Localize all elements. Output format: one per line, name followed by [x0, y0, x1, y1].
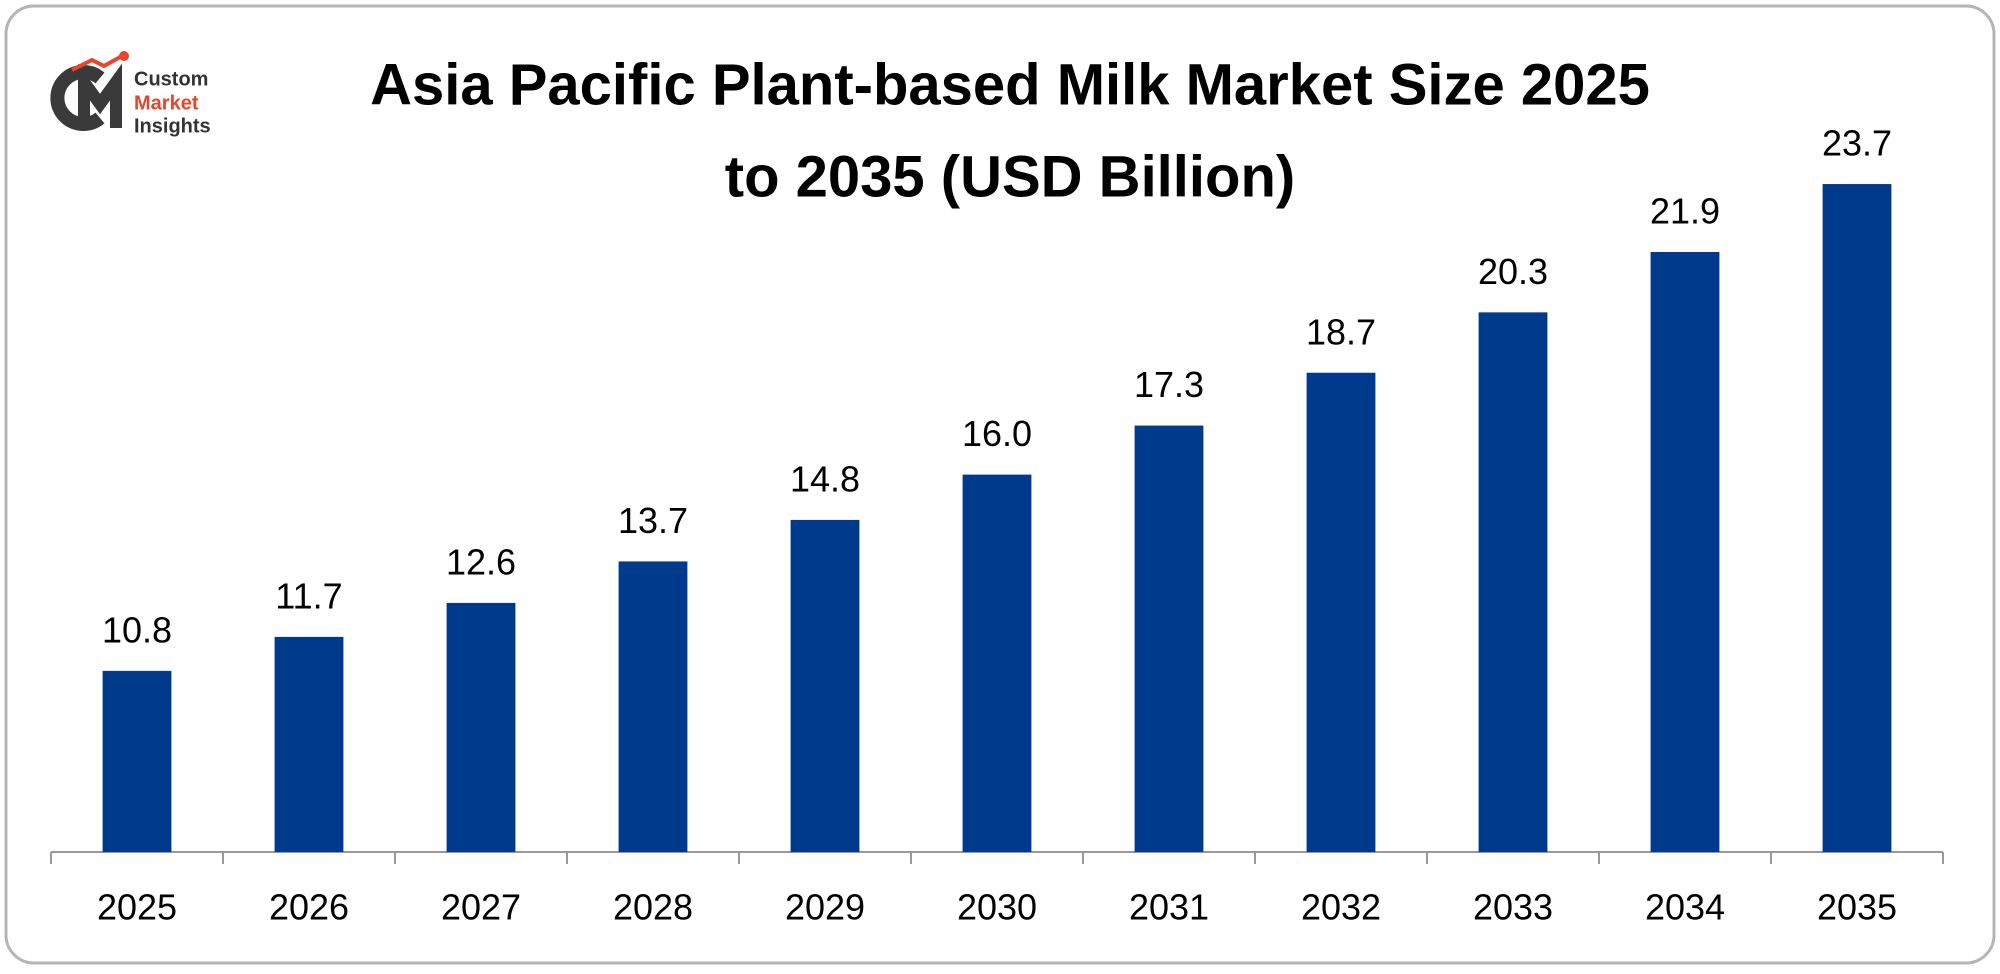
- x-tick-label: 2030: [957, 887, 1037, 928]
- bar: [1306, 372, 1376, 852]
- bar: [1478, 312, 1548, 852]
- bar: [102, 670, 172, 852]
- bar: [790, 519, 860, 852]
- bar: [1134, 425, 1204, 852]
- logo-swoosh: [71, 54, 123, 72]
- bar: [618, 561, 688, 852]
- chart-title: Asia Pacific Plant-based Milk Market Siz…: [370, 52, 1650, 117]
- value-label: 16.0: [962, 413, 1032, 454]
- bar: [1822, 184, 1892, 853]
- value-label: 10.8: [102, 609, 172, 650]
- value-label: 18.7: [1306, 311, 1376, 352]
- logo-dot: [119, 51, 129, 61]
- x-tick-label: 2029: [785, 887, 865, 928]
- x-tick-label: 2032: [1301, 887, 1381, 928]
- value-label: 11.7: [275, 575, 342, 616]
- x-tick-label: 2027: [441, 887, 521, 928]
- bar: [446, 602, 516, 852]
- bar: [1650, 251, 1720, 853]
- x-tick-label: 2033: [1473, 887, 1553, 928]
- x-tick-label: 2035: [1817, 887, 1897, 928]
- logo-m: [78, 63, 122, 128]
- bar: [274, 636, 344, 852]
- value-label: 23.7: [1822, 123, 1892, 164]
- value-label: 14.8: [790, 458, 860, 499]
- bar: [962, 474, 1032, 852]
- value-label: 17.3: [1134, 364, 1204, 405]
- logo-text: Insights: [134, 115, 211, 137]
- x-tick-label: 2031: [1129, 887, 1209, 928]
- logo: Custom Market Insights: [50, 51, 211, 137]
- logo-text: Custom: [134, 68, 208, 90]
- x-tick-label: 2026: [269, 887, 349, 928]
- value-label: 13.7: [618, 500, 688, 541]
- value-label: 20.3: [1478, 251, 1548, 292]
- x-tick-label: 2025: [97, 887, 177, 928]
- logo-text: Market: [134, 92, 199, 114]
- x-tick-label: 2034: [1645, 887, 1725, 928]
- x-tick-label: 2028: [613, 887, 693, 928]
- chart-title: to 2035 (USD Billion): [725, 144, 1295, 209]
- value-label: 12.6: [446, 541, 516, 582]
- value-label: 21.9: [1650, 190, 1720, 231]
